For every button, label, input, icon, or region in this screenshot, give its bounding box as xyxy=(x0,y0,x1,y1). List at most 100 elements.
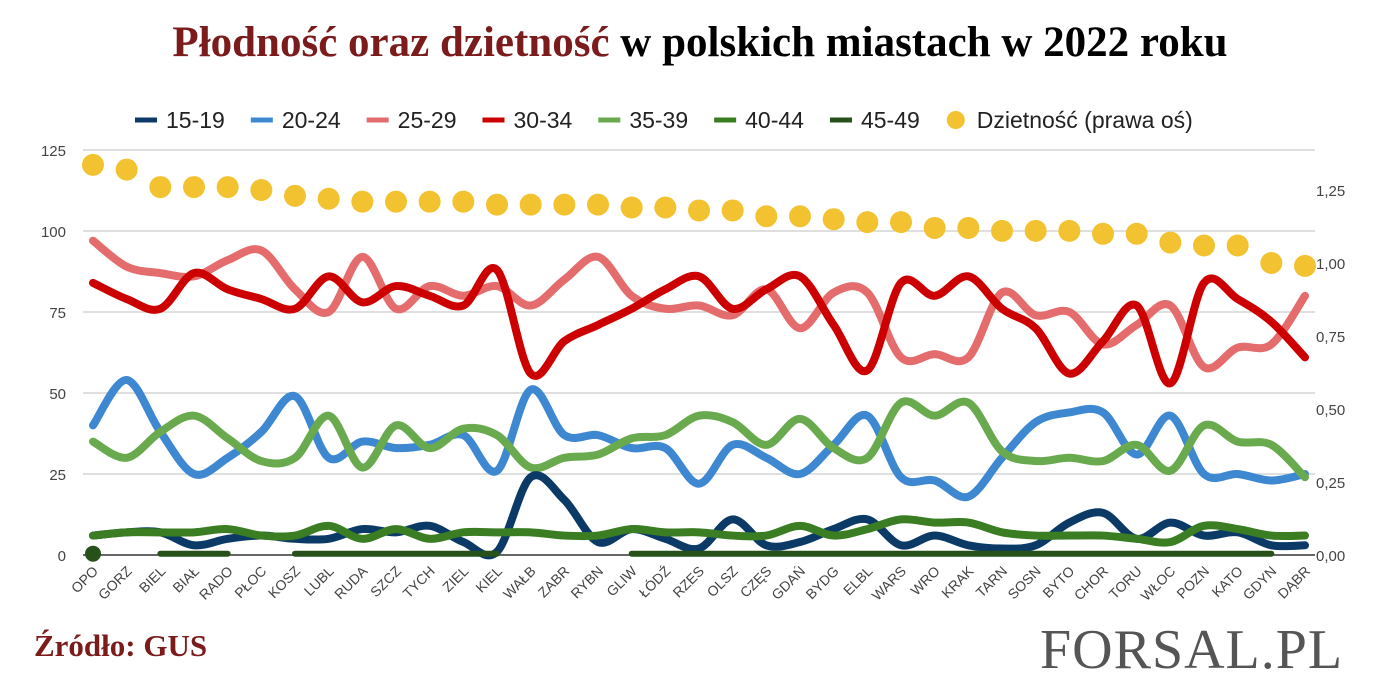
right-tick-label: 0,75 xyxy=(1316,329,1345,346)
x-tick-label: WŁOC xyxy=(1137,563,1178,604)
fertility-dot xyxy=(822,208,845,231)
x-tick-label: TARN xyxy=(973,563,1011,601)
right-tick-label: 0,25 xyxy=(1316,475,1345,492)
title-highlight: Płodność oraz dzietność xyxy=(172,19,610,66)
fertility-dot xyxy=(856,211,879,234)
fertility-dot xyxy=(991,219,1013,242)
right-tick-label: 1,25 xyxy=(1316,183,1345,200)
left-tick-label: 0 xyxy=(58,548,66,565)
x-tick-label: RYBN xyxy=(567,563,606,602)
fertility-dot xyxy=(654,196,677,219)
fertility-dot xyxy=(957,216,980,239)
legend-marker xyxy=(946,111,965,129)
x-tick-label: SOSN xyxy=(1004,563,1043,602)
fertility-dot xyxy=(1125,222,1148,245)
series-line-30-34 xyxy=(89,263,1309,388)
x-tick-label: BYDG xyxy=(802,563,841,602)
x-tick-label: CZĘS xyxy=(737,563,775,601)
fertility-dot xyxy=(721,199,744,222)
legend-label: 25-29 xyxy=(398,107,457,133)
fertility-dot xyxy=(1092,222,1114,245)
chart-title: Płodność oraz dzietność w polskich miast… xyxy=(0,18,1400,67)
fertility-dot xyxy=(351,190,374,213)
x-tick-label: RUDA xyxy=(331,562,371,602)
x-tick-label: LUBL xyxy=(301,563,337,599)
x-tick-label: RZES xyxy=(669,563,707,601)
fertility-dot xyxy=(553,193,576,216)
series-line-20-24 xyxy=(89,376,1309,502)
fertility-dot xyxy=(149,176,172,199)
x-tick-label: SZCZ xyxy=(367,562,404,599)
legend-label: 30-34 xyxy=(513,107,572,133)
x-tick-label: BYTO xyxy=(1039,563,1077,601)
x-tick-label: PŁOC xyxy=(231,563,269,601)
series-line-40-44 xyxy=(89,515,1309,547)
x-tick-label: DĄBR xyxy=(1274,563,1313,602)
series-line-35-39 xyxy=(89,397,1309,482)
fertility-dot xyxy=(519,193,542,216)
fertility-dot xyxy=(755,205,778,228)
left-tick-label: 75 xyxy=(49,305,66,322)
left-tick-label: 100 xyxy=(41,224,66,241)
right-tick-label: 1,00 xyxy=(1316,256,1345,273)
fertility-dot xyxy=(688,199,710,222)
right-tick-label: 0,00 xyxy=(1316,548,1345,565)
fertility-dot xyxy=(1058,219,1081,242)
x-tick-label: ŁÓDŹ xyxy=(636,562,674,600)
x-tick-label: KRAK xyxy=(938,562,977,601)
fertility-dot xyxy=(115,158,138,181)
legend-label: 40-44 xyxy=(745,107,804,133)
fertility-dot xyxy=(1159,231,1182,254)
fertility-dot xyxy=(486,193,508,216)
legend-label: 45-49 xyxy=(861,107,920,133)
fertility-dot xyxy=(418,190,441,213)
x-tick-label: WARS xyxy=(868,563,909,604)
x-tick-label: CHOR xyxy=(1071,563,1111,603)
fertility-dot xyxy=(216,176,239,199)
fertility-dot xyxy=(587,193,609,216)
x-tick-label: GDYN xyxy=(1240,563,1280,603)
fertility-dot xyxy=(250,179,273,202)
x-tick-label: TORU xyxy=(1106,563,1145,602)
right-tick-label: 0,50 xyxy=(1316,402,1345,419)
fertility-dot xyxy=(890,211,912,234)
fertility-dot xyxy=(1260,252,1283,275)
x-tick-label: GLIW xyxy=(603,562,640,599)
source-label: Źródło: GUS xyxy=(34,628,208,663)
x-tick-label: GORZ xyxy=(95,562,135,602)
legend-label: Dzietność (prawa oś) xyxy=(977,107,1193,133)
x-tick-label: KOSZ xyxy=(265,562,304,601)
left-tick-label: 25 xyxy=(49,467,66,484)
x-tick-label: TYCH xyxy=(400,563,438,601)
fertility-dot xyxy=(82,153,104,176)
fertility-dot xyxy=(789,205,811,228)
fertility-dot xyxy=(1226,234,1249,257)
fertility-dot xyxy=(1193,234,1215,257)
x-tick-label: ZIEL xyxy=(439,563,471,595)
x-tick-label: KATO xyxy=(1208,563,1245,600)
fertility-dot xyxy=(183,176,205,199)
left-tick-label: 125 xyxy=(41,143,66,160)
fertility-dot xyxy=(923,216,946,239)
x-tick-label: POZN xyxy=(1173,563,1212,602)
legend-label: 20-24 xyxy=(282,107,341,133)
fertility-dot xyxy=(620,196,643,219)
x-tick-label: OLSZ xyxy=(704,562,741,599)
x-tick-label: GDAŃ xyxy=(768,563,808,603)
fertility-dot xyxy=(317,187,340,210)
x-tick-label: WRO xyxy=(907,563,943,599)
x-tick-label: BIEL xyxy=(136,563,169,596)
series-point-45-49 xyxy=(85,545,101,562)
legend-label: 15-19 xyxy=(166,107,225,133)
title-rest: w polskich miastach w 2022 roku xyxy=(609,19,1228,66)
fertility-dot xyxy=(1294,254,1316,277)
fertility-dot xyxy=(452,190,475,213)
x-tick-label: RADO xyxy=(196,563,236,603)
left-tick-label: 50 xyxy=(49,386,66,403)
forsal-logo: FORSAL.PL xyxy=(1040,619,1344,681)
x-tick-label: ZABR xyxy=(535,563,573,601)
legend-label: 35-39 xyxy=(629,107,688,133)
fertility-dot xyxy=(385,190,407,213)
fertility-dot xyxy=(284,184,306,207)
